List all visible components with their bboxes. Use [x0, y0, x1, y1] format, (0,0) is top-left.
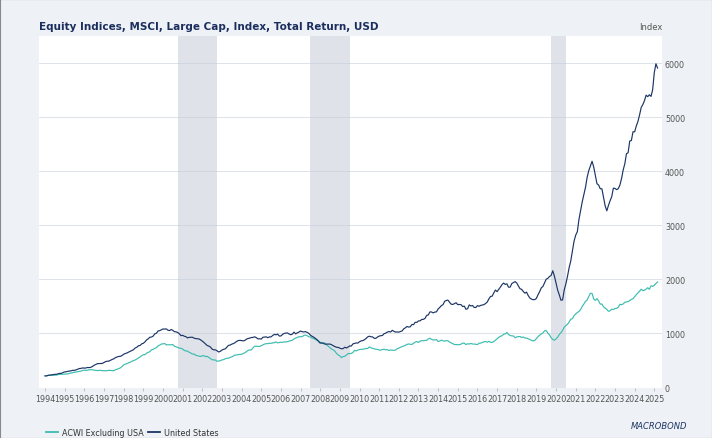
Text: Index: Index: [639, 23, 662, 32]
Bar: [551, 37, 566, 388]
Text: Equity Indices, MSCI, Large Cap, Index, Total Return, USD: Equity Indices, MSCI, Large Cap, Index, …: [39, 22, 379, 32]
ACWI Excluding USA: [408, 342, 417, 347]
United States: [654, 66, 662, 71]
Text: MACROBOND: MACROBOND: [631, 421, 687, 430]
ACWI Excluding USA: [237, 352, 246, 357]
United States: [251, 335, 259, 340]
United States: [629, 130, 637, 135]
ACWI Excluding USA: [192, 353, 200, 358]
United States: [651, 62, 660, 67]
ACWI Excluding USA: [251, 344, 259, 349]
United States: [237, 338, 246, 343]
ACWI Excluding USA: [41, 374, 49, 379]
Line: United States: United States: [45, 65, 658, 376]
Bar: [178, 37, 217, 388]
United States: [347, 344, 355, 349]
Bar: [310, 37, 350, 388]
ACWI Excluding USA: [654, 280, 662, 285]
United States: [192, 336, 200, 342]
Line: ACWI Excluding USA: ACWI Excluding USA: [45, 283, 658, 376]
United States: [41, 374, 49, 379]
ACWI Excluding USA: [347, 351, 355, 356]
Legend: ACWI Excluding USA, United States: ACWI Excluding USA, United States: [43, 425, 221, 438]
ACWI Excluding USA: [629, 297, 637, 302]
United States: [408, 322, 417, 327]
